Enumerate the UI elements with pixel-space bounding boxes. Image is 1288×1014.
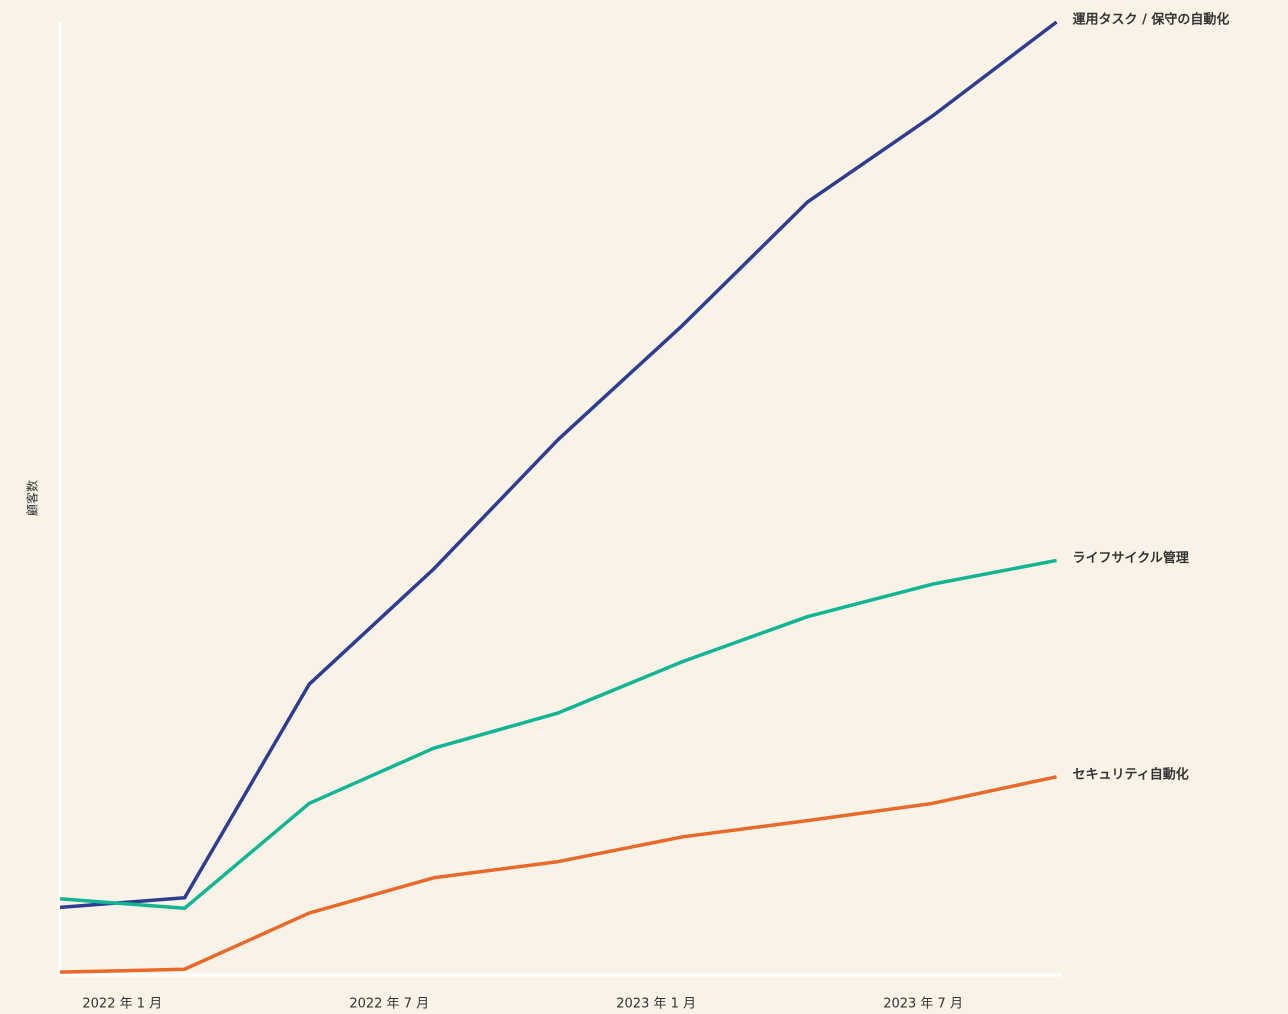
y-axis-label: 顧客数 [25,480,40,516]
x-tick-label: 2023 年 7 月 [883,997,963,1012]
series-label: セキュリティ自動化 [1073,766,1189,782]
series-line [59,775,1057,974]
x-tick-label: 2022 年 7 月 [349,997,429,1012]
series-label: ライフサイクル管理 [1073,550,1189,566]
x-tick-label: 2023 年 1 月 [616,997,696,1012]
series-label: 運用タスク / 保守の自動化 [1073,12,1230,28]
series-line [59,20,1058,910]
series-line [59,558,1057,911]
x-tick-label: 2022 年 1 月 [82,997,162,1012]
